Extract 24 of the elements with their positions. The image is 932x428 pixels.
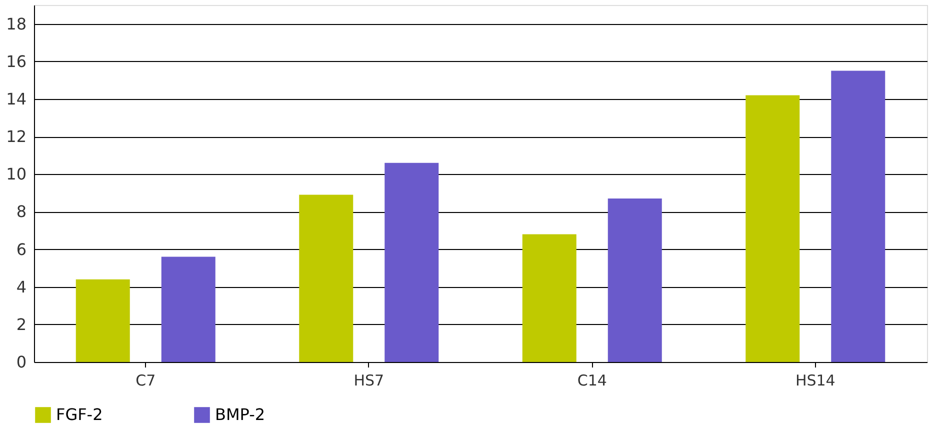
bar	[299, 194, 354, 362]
y-tick-label: 8	[16, 202, 26, 222]
bar	[831, 70, 886, 362]
bar	[384, 162, 439, 362]
y-tick-label: 12	[6, 127, 26, 146]
legend-label: BMP-2	[215, 405, 266, 424]
bar	[76, 279, 130, 362]
bar	[746, 95, 800, 362]
legend-label: FGF-2	[56, 405, 103, 424]
x-tick-label: HS7	[354, 372, 384, 390]
y-tick-label: 2	[16, 314, 26, 334]
x-tick-label: C7	[136, 372, 156, 390]
bar	[522, 234, 576, 362]
y-tick-label: 14	[6, 89, 26, 108]
y-tick-label: 6	[16, 240, 26, 259]
x-tick-label: HS14	[795, 372, 836, 390]
y-tick-label: 16	[6, 52, 26, 71]
y-tick-label: 10	[6, 164, 26, 184]
bar	[608, 198, 662, 362]
y-tick-label: 0	[16, 352, 26, 372]
y-tick-label: 18	[6, 14, 26, 34]
bar	[161, 256, 216, 362]
y-tick-label: 4	[16, 277, 26, 296]
x-tick-label: C14	[577, 372, 607, 390]
